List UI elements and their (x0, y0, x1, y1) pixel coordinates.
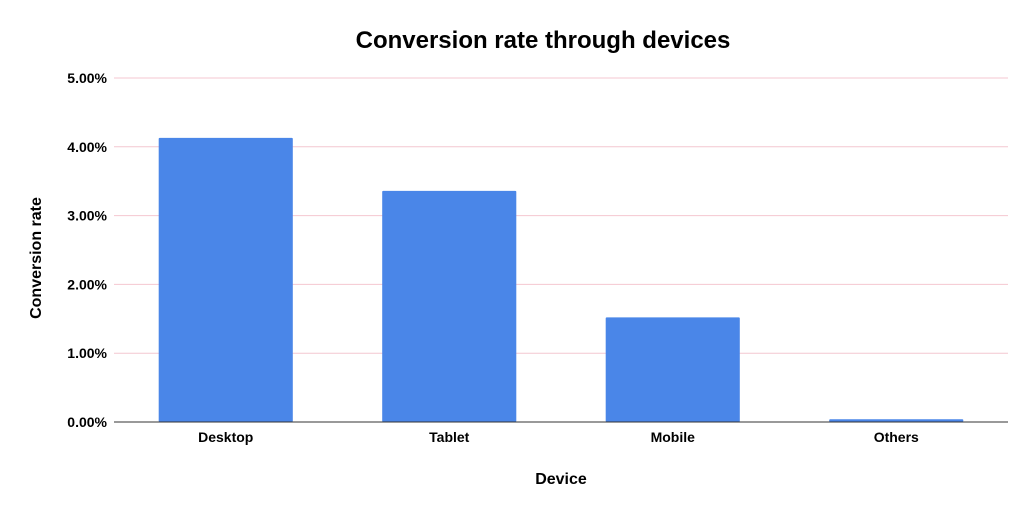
y-tick-label: 3.00% (67, 208, 107, 224)
x-tick-label-desktop: Desktop (198, 429, 253, 445)
x-tick-label-others: Others (874, 429, 919, 445)
y-tick-label: 0.00% (67, 414, 107, 430)
chart-title: Conversion rate through devices (356, 27, 731, 54)
x-axis-title: Device (535, 471, 587, 488)
y-tick-label: 1.00% (67, 345, 107, 361)
bars (158, 137, 964, 422)
y-tick-label: 4.00% (67, 139, 107, 155)
y-axis-tick-labels: 0.00% 1.00% 2.00% 3.00% 4.00% 5.00% (67, 70, 107, 430)
y-tick-label: 2.00% (67, 276, 107, 292)
bar-tablet (382, 190, 517, 422)
bar-mobile (605, 317, 740, 422)
x-axis-tick-labels: Desktop Tablet Mobile Others (198, 429, 919, 445)
x-tick-label-tablet: Tablet (429, 429, 470, 445)
x-tick-label-mobile: Mobile (651, 429, 696, 445)
bar-others (829, 419, 964, 422)
bar-desktop (158, 137, 293, 422)
y-axis-title: Conversion rate (28, 197, 45, 319)
y-tick-label: 5.00% (67, 70, 107, 86)
